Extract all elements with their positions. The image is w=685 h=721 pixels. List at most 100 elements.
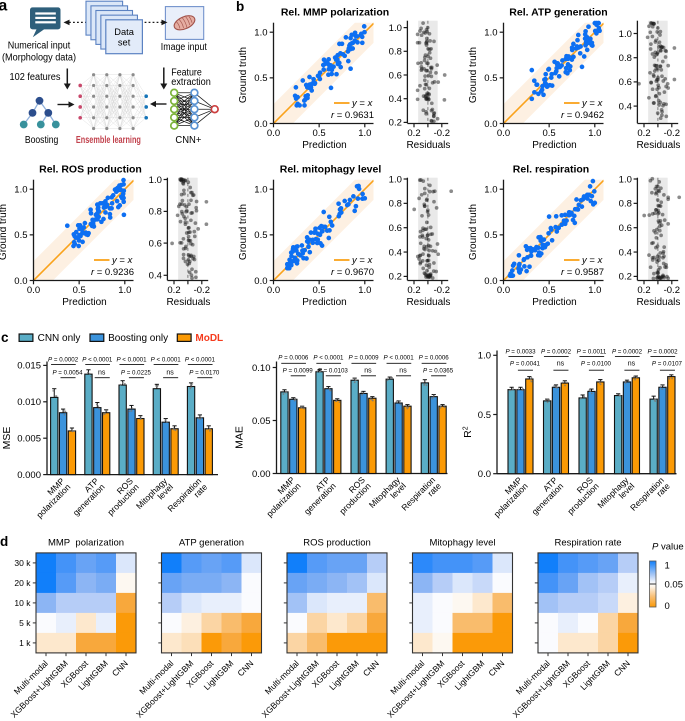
svg-text:P = 0.0100: P = 0.0100: [581, 361, 612, 368]
svg-text:0.8: 0.8: [389, 47, 402, 58]
svg-text:1.0: 1.0: [254, 28, 267, 39]
svg-text:0.0: 0.0: [497, 285, 510, 296]
svg-text:Prediction: Prediction: [532, 140, 576, 151]
svg-text:0.2: 0.2: [389, 118, 402, 129]
svg-text:y = x: y = x: [351, 98, 374, 109]
svg-text:Boosting: Boosting: [25, 134, 59, 146]
svg-text:-0.2: -0.2: [194, 285, 210, 296]
svg-text:P = 0.0009: P = 0.0009: [348, 355, 379, 362]
svg-text:P = 0.0054: P = 0.0054: [52, 370, 83, 377]
svg-text:0.05: 0.05: [665, 580, 684, 591]
svg-text:0.8: 0.8: [149, 207, 162, 218]
svg-text:d: d: [0, 534, 8, 549]
svg-text:0.4: 0.4: [619, 101, 632, 112]
svg-text:-0.2: -0.2: [664, 285, 680, 296]
svg-text:Ground truth: Ground truth: [238, 47, 249, 103]
svg-text:r = 0.9670: r = 0.9670: [331, 267, 374, 278]
svg-text:P = 0.0002: P = 0.0002: [612, 349, 643, 356]
svg-text:(Morphology data): (Morphology data): [2, 53, 76, 64]
svg-text:ns: ns: [628, 361, 636, 368]
svg-text:1.0: 1.0: [389, 174, 402, 185]
svg-text:0.5: 0.5: [542, 128, 555, 139]
svg-text:0.5: 0.5: [73, 285, 86, 296]
svg-text:y = x: y = x: [581, 98, 604, 109]
svg-text:Residuals: Residuals: [166, 297, 210, 308]
svg-text:-0.2: -0.2: [434, 128, 450, 139]
svg-text:P = 0.0103: P = 0.0103: [318, 367, 349, 374]
svg-text:0.8: 0.8: [389, 199, 402, 210]
svg-text:Prediction: Prediction: [62, 297, 106, 308]
svg-text:1 k: 1 k: [19, 638, 31, 648]
svg-text:Rel. respiration: Rel. respiration: [513, 164, 589, 176]
svg-text:P = 0.0099: P = 0.0099: [283, 367, 314, 374]
svg-text:P = 0.0011: P = 0.0011: [577, 349, 607, 356]
svg-text:0.5: 0.5: [254, 73, 267, 84]
svg-text:0.0: 0.0: [484, 276, 497, 287]
svg-text:y = x: y = x: [581, 255, 604, 266]
svg-text:Mitophagy level: Mitophagy level: [429, 538, 495, 549]
svg-text:0.6: 0.6: [389, 223, 402, 234]
svg-text:0.5: 0.5: [312, 285, 325, 296]
svg-text:ns: ns: [98, 370, 106, 377]
svg-text:0.0: 0.0: [254, 119, 267, 130]
svg-text:P = 0.0002: P = 0.0002: [647, 349, 678, 356]
svg-text:Prediction: Prediction: [302, 297, 346, 308]
svg-text:0.0: 0.0: [478, 469, 491, 480]
svg-text:0.2: 0.2: [167, 285, 180, 296]
svg-text:0.010: 0.010: [17, 397, 41, 408]
svg-text:1: 1: [665, 561, 670, 572]
svg-text:P = 0.0002: P = 0.0002: [541, 349, 572, 356]
svg-text:0.5: 0.5: [312, 128, 325, 139]
svg-text:Respiration rate: Respiration rate: [554, 538, 621, 549]
svg-text:0.2: 0.2: [407, 128, 420, 139]
svg-text:r = 0.9631: r = 0.9631: [331, 110, 374, 121]
svg-text:0.8: 0.8: [619, 53, 632, 64]
svg-text:0.0: 0.0: [27, 285, 40, 296]
svg-text:P < 0.0001: P < 0.0001: [151, 357, 182, 364]
svg-text:0.4: 0.4: [389, 94, 402, 105]
svg-text:0: 0: [665, 601, 670, 612]
svg-text:30 k: 30 k: [14, 558, 31, 568]
svg-text:y = x: y = x: [351, 255, 374, 266]
svg-text:1.0: 1.0: [389, 23, 402, 34]
svg-text:ns: ns: [557, 361, 565, 368]
svg-text:a: a: [0, 0, 7, 14]
svg-text:1.0: 1.0: [149, 175, 162, 186]
svg-text:-0.2: -0.2: [434, 285, 450, 296]
svg-text:1.0: 1.0: [484, 28, 497, 39]
svg-text:0.4: 0.4: [389, 247, 402, 258]
svg-text:set: set: [118, 38, 131, 48]
svg-text:0.6: 0.6: [619, 223, 632, 234]
svg-text:P = 0.0041: P = 0.0041: [510, 361, 541, 368]
svg-text:0.10: 0.10: [252, 363, 271, 374]
svg-text:ATP generation: ATP generation: [179, 538, 244, 549]
svg-text:P = 0.0107: P = 0.0107: [652, 361, 683, 368]
svg-text:0.5: 0.5: [484, 73, 497, 84]
svg-text:102 features: 102 features: [10, 72, 61, 83]
svg-text:-0.2: -0.2: [664, 128, 680, 139]
svg-text:ns: ns: [399, 367, 407, 374]
svg-text:P = 0.0225: P = 0.0225: [121, 370, 152, 377]
svg-text:0.5: 0.5: [542, 285, 555, 296]
svg-text:0.2: 0.2: [619, 272, 632, 283]
svg-text:Image input: Image input: [161, 42, 207, 53]
svg-text:0.00: 0.00: [252, 469, 271, 480]
svg-text:1.0: 1.0: [619, 29, 632, 40]
svg-text:0.0: 0.0: [267, 128, 280, 139]
svg-text:r = 0.9462: r = 0.9462: [561, 110, 604, 121]
svg-text:P = 0.0006: P = 0.0006: [278, 355, 309, 362]
svg-text:y = x: y = x: [111, 255, 134, 266]
svg-text:MoDL: MoDL: [195, 333, 223, 344]
svg-text:Ground truth: Ground truth: [238, 204, 249, 260]
svg-text:Prediction: Prediction: [302, 140, 346, 151]
svg-text:Residuals: Residuals: [406, 140, 450, 151]
svg-text:10 k: 10 k: [14, 598, 31, 608]
svg-text:CNN+: CNN+: [175, 134, 201, 146]
svg-text:MSE: MSE: [1, 427, 13, 450]
svg-text:MAE: MAE: [234, 426, 246, 449]
svg-text:0.2: 0.2: [407, 285, 420, 296]
svg-text:0.005: 0.005: [17, 434, 41, 445]
svg-text:0.0: 0.0: [14, 276, 27, 287]
svg-text:1.0: 1.0: [588, 285, 601, 296]
svg-text:0.4: 0.4: [619, 247, 632, 258]
